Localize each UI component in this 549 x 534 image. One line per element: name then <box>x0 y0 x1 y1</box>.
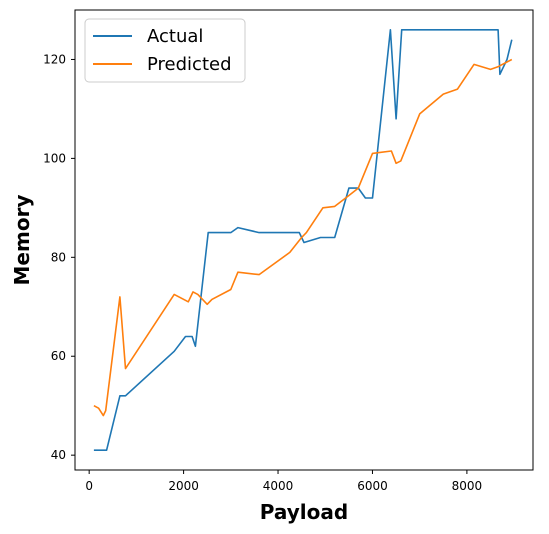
y-tick-label: 80 <box>51 250 66 264</box>
plot-lines <box>93 28 513 452</box>
y-tick-label: 40 <box>51 448 66 462</box>
y-axis-title: Memory <box>10 195 34 286</box>
series-line-predicted <box>93 58 513 417</box>
x-tick-label: 2000 <box>168 479 199 493</box>
legend-label-predicted: Predicted <box>147 54 232 75</box>
x-tick-label: 0 <box>85 479 93 493</box>
y-tick-label: 60 <box>51 349 66 363</box>
axes: 0 2000 4000 6000 8000 40 60 80 100 120 Payload Memo… <box>10 9 534 524</box>
x-axis-title: Payload <box>260 500 348 524</box>
x-tick-label: 8000 <box>452 479 483 493</box>
x-tick-label: 6000 <box>357 479 388 493</box>
x-tick-label: 4000 <box>263 479 294 493</box>
legend-label-actual: Actual <box>147 26 203 47</box>
legend-box <box>84 18 246 83</box>
legend: Actual Predicted <box>84 18 246 83</box>
y-tick-label: 120 <box>43 52 66 66</box>
plot-frame <box>74 9 534 471</box>
y-tick-label: 100 <box>43 151 66 165</box>
